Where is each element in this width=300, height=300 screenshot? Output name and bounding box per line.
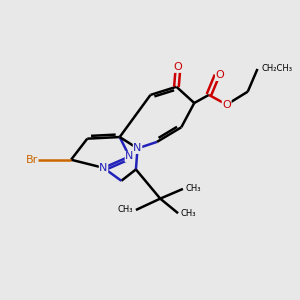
Text: CH₃: CH₃ (181, 209, 197, 218)
Text: O: O (222, 100, 231, 110)
Text: O: O (174, 62, 182, 72)
Text: O: O (215, 70, 224, 80)
Text: CH₂CH₃: CH₂CH₃ (262, 64, 293, 74)
Text: CH₃: CH₃ (186, 184, 201, 194)
Text: N: N (99, 163, 108, 173)
Text: CH₃: CH₃ (118, 206, 133, 214)
Text: N: N (125, 152, 134, 161)
Text: N: N (133, 143, 142, 153)
Text: Br: Br (26, 155, 38, 165)
